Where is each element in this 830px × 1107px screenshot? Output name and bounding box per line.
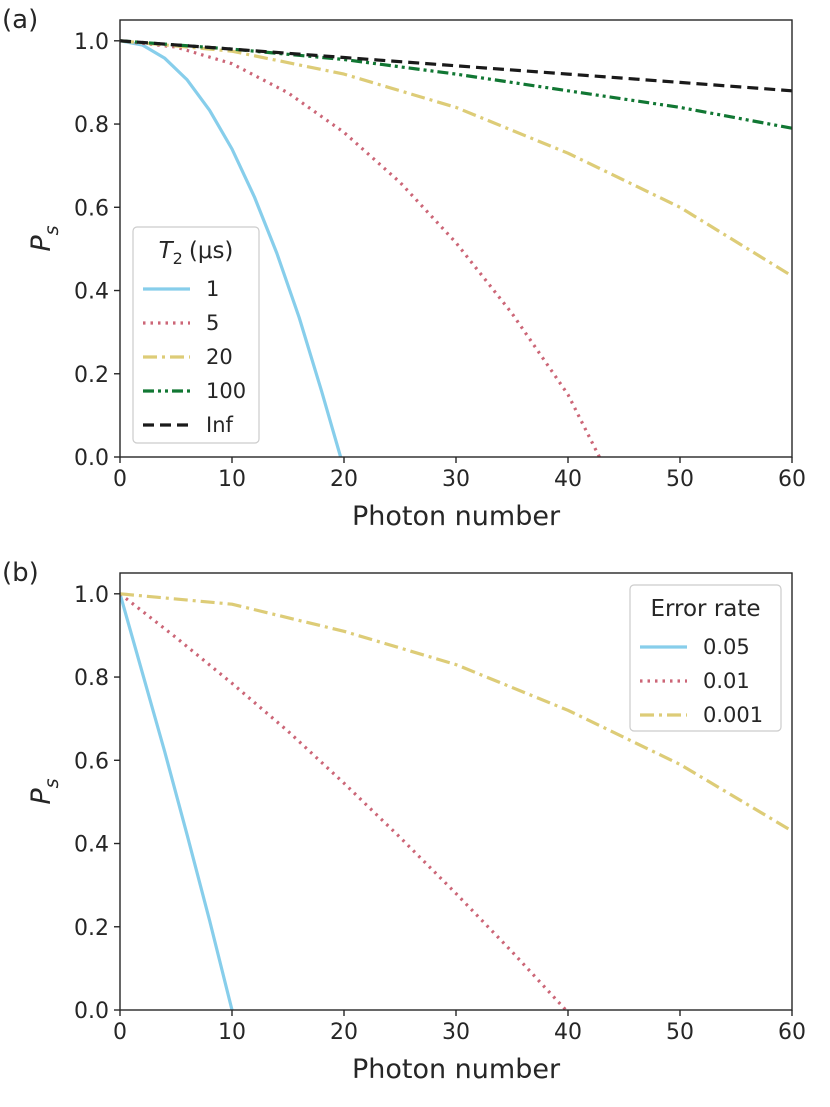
x-axis-label: Photon number [352,1054,561,1085]
x-tick-label: 30 [442,1020,470,1045]
legend-label: 0.05 [703,635,750,659]
y-tick-label: 0.2 [74,916,109,941]
x-tick-label: 0 [113,1020,127,1045]
legend-label: 1 [206,277,219,301]
x-tick-label: 0 [113,467,127,492]
legend-title-text: Error rate [650,596,760,622]
legend-box [132,226,260,444]
x-tick-label: 50 [666,1020,694,1045]
legend-label: 20 [206,345,233,369]
x-tick-label: 30 [442,467,470,492]
y-tick-label: 0.8 [74,666,109,691]
series-group [120,592,792,1010]
series-line-1 [120,39,343,457]
legend-label: 0.001 [703,703,763,727]
legend-title: T2 (μs) [159,238,234,268]
panel-label: (b) [2,558,39,588]
legend-title-symbol: T [159,238,175,264]
series-line-20 [120,39,792,278]
x-tick-label: 40 [554,1020,582,1045]
series-line-0.05 [120,593,234,1010]
y-tick-label: 0.0 [74,999,109,1024]
x-tick-label: 60 [778,467,806,492]
x-tick-label: 10 [218,467,246,492]
legend-label: 0.01 [703,669,750,693]
legend-box [629,584,782,732]
chart-panel-b: 0 10 20 30 40 50 60 0.0 0.2 0.4 0.6 0.8 1.0 Photon nu… [2,558,806,1085]
legend-title-subscript: 2 [173,249,183,268]
y-tick-label: 0.8 [74,113,109,138]
x-tick-label: 60 [778,1020,806,1045]
y-tick-label: 0.6 [74,196,109,221]
panel-label: (a) [2,5,38,35]
y-axis-subscript: s [41,778,63,788]
series-line-0.01 [120,592,567,1010]
y-tick-label: 0.4 [74,280,109,305]
legend: Error rate 0.05 0.01 0.001 [629,584,782,732]
y-tick-label: 1.0 [74,30,109,55]
y-axis-subscript: s [41,225,63,235]
y-axis-label: Ps [26,778,63,804]
legend-title: Error rate [650,596,760,622]
y-axis-symbol: P [26,788,57,805]
chart-panel-a: 0 10 20 30 40 50 60 0.0 0.2 0.4 0.6 0.8 1.0 Photon nu… [2,5,806,532]
legend-label: 5 [206,311,219,335]
y-tick-label: 0.6 [74,749,109,774]
y-tick-label: 0.0 [74,446,109,471]
series-line-100 [120,39,792,130]
legend-title-unit: (μs) [189,238,234,264]
x-axis-label: Photon number [352,501,561,532]
y-axis-symbol: P [26,235,57,252]
series-line-0.001 [120,592,792,833]
x-tick-label: 50 [666,467,694,492]
legend-label: 100 [206,379,246,403]
series-line-inf [120,39,792,93]
legend-label: Inf [206,413,234,437]
x-tick-label: 10 [218,1020,246,1045]
series-group [120,39,792,457]
x-tick-label: 40 [554,467,582,492]
y-tick-label: 0.2 [74,363,109,388]
y-tick-label: 1.0 [74,583,109,608]
y-tick-label: 0.4 [74,833,109,858]
legend: T2 (μs) 1 5 20 100 Inf [132,226,260,444]
x-tick-label: 20 [330,1020,358,1045]
y-axis-label: Ps [26,225,63,251]
x-tick-label: 20 [330,467,358,492]
